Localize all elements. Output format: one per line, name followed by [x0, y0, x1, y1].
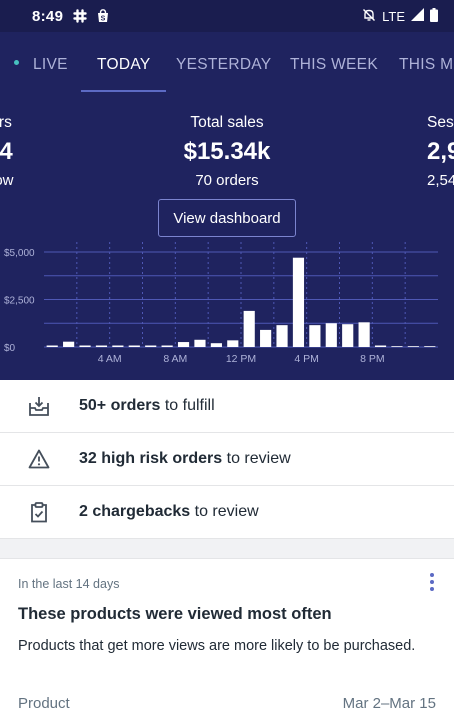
chart-bar	[260, 329, 272, 347]
chart-bar	[210, 343, 222, 347]
chart-bar	[112, 345, 124, 347]
task-high-risk-orders[interactable]: 32 high risk orders to review	[0, 433, 454, 486]
tab-this-week[interactable]: THIS WEEK	[290, 32, 378, 94]
notifications-off-icon	[362, 8, 376, 25]
more-options-icon[interactable]	[424, 571, 440, 593]
task-count: 32 high risk orders	[79, 450, 223, 467]
x-tick-label: 12 PM	[226, 353, 256, 365]
tab-live[interactable]: LIVE	[14, 32, 68, 94]
chart-bar	[243, 310, 255, 347]
y-tick-label: $2,500	[4, 296, 35, 307]
metric-visitors[interactable]: tors 34 now	[0, 114, 46, 189]
status-bar: 8:49 S LTE	[0, 0, 454, 32]
tab-yesterday[interactable]: YESTERDAY	[176, 32, 271, 94]
signal-icon	[411, 8, 424, 24]
chart-bar	[145, 345, 157, 347]
metric-total-sales-sub: 70 orders	[195, 172, 259, 189]
chart-bar	[292, 257, 305, 347]
task-count: 50+ orders	[79, 397, 161, 414]
x-tick-label: 8 AM	[163, 353, 187, 365]
tab-today-label: TODAY	[97, 56, 151, 73]
insight-card: In the last 14 days These products were …	[0, 558, 454, 714]
network-label: LTE	[382, 8, 405, 24]
y-tick-label: $5,000	[4, 248, 35, 259]
slack-icon	[73, 9, 87, 23]
sales-overview: LIVE TODAY YESTERDAY THIS WEEK THIS MO t…	[0, 32, 454, 380]
chart-bar	[177, 342, 190, 347]
task-list: 50+ orders to fulfill 32 high risk order…	[0, 380, 454, 539]
chart-bar	[161, 345, 173, 347]
card-title: These products were viewed most often	[18, 605, 332, 623]
tab-today[interactable]: TODAY	[80, 32, 168, 94]
date-range-label: Mar 2–Mar 15	[342, 695, 436, 712]
chart-bar	[276, 325, 288, 347]
tab-yesterday-label: YESTERDAY	[176, 56, 272, 73]
chart-bar	[325, 323, 337, 347]
product-column-header: Product	[18, 695, 70, 712]
chart-bar	[407, 346, 419, 347]
metric-visitors-value: 34	[0, 138, 13, 165]
x-tick-label: 4 AM	[98, 353, 122, 365]
x-tick-label: 4 PM	[294, 353, 319, 365]
date-range-tabs: LIVE TODAY YESTERDAY THIS WEEK THIS MO	[0, 32, 454, 94]
live-dot-icon	[14, 60, 19, 66]
tab-this-month-label: THIS MO	[399, 56, 454, 73]
metric-sessions-label: Sess	[427, 114, 454, 131]
task-action: to fulfill	[160, 397, 215, 414]
view-dashboard-button[interactable]: View dashboard	[158, 199, 296, 237]
tab-this-week-label: THIS WEEK	[290, 56, 378, 73]
chart-bar	[374, 345, 387, 347]
tab-live-label: LIVE	[33, 56, 68, 73]
chart-bar	[358, 322, 370, 347]
metric-visitors-sub: now	[0, 172, 14, 189]
chart-bar	[424, 346, 436, 347]
chart-bar	[227, 340, 239, 347]
task-text: 2 chargebacks to review	[79, 503, 259, 521]
metric-total-sales[interactable]: Total sales $15.34k 70 orders	[152, 114, 302, 189]
tab-this-month[interactable]: THIS MO	[399, 32, 454, 94]
chart-bar	[63, 341, 75, 347]
metric-total-sales-label: Total sales	[190, 114, 264, 131]
task-chargebacks[interactable]: 2 chargebacks to review	[0, 486, 454, 539]
task-text: 50+ orders to fulfill	[79, 397, 215, 415]
svg-text:S: S	[101, 16, 106, 23]
alert-triangle-icon	[26, 446, 52, 472]
task-count: 2 chargebacks	[79, 503, 191, 520]
y-tick-label: $0	[4, 343, 16, 354]
status-right: LTE	[362, 7, 438, 25]
clipboard-check-icon	[26, 499, 52, 525]
chart-bar	[128, 345, 140, 347]
card-description: Products that get more views are more li…	[18, 638, 416, 654]
battery-icon	[430, 7, 438, 25]
chart-bar	[342, 324, 354, 347]
status-time: 8:49	[32, 7, 64, 25]
task-action: to review	[190, 503, 259, 520]
x-tick-label: 8 PM	[360, 353, 385, 365]
hourly-sales-chart: $5,000 $2,500 $0 4 AM 8 AM 12 PM 4 PM 8 PM	[4, 242, 438, 365]
metric-sessions-sub: 2,54	[427, 172, 454, 189]
task-orders-to-fulfill[interactable]: 50+ orders to fulfill	[0, 380, 454, 433]
chart-bar	[79, 345, 91, 347]
metric-visitors-label: tors	[0, 114, 12, 131]
task-action: to review	[222, 450, 291, 467]
chart-bar	[194, 339, 206, 347]
chart-bar	[95, 345, 108, 347]
chart-bar	[309, 325, 321, 347]
chart-bar	[46, 345, 58, 347]
shopify-bag-icon: S	[97, 9, 109, 23]
task-text: 32 high risk orders to review	[79, 450, 291, 468]
metric-sessions-value: 2,9	[427, 138, 454, 165]
chart-bar	[391, 346, 403, 347]
metric-total-sales-value: $15.34k	[183, 138, 271, 165]
metric-sessions[interactable]: Sess 2,9 2,54	[427, 114, 454, 189]
card-kicker: In the last 14 days	[18, 577, 120, 591]
inbox-download-icon	[26, 393, 52, 419]
